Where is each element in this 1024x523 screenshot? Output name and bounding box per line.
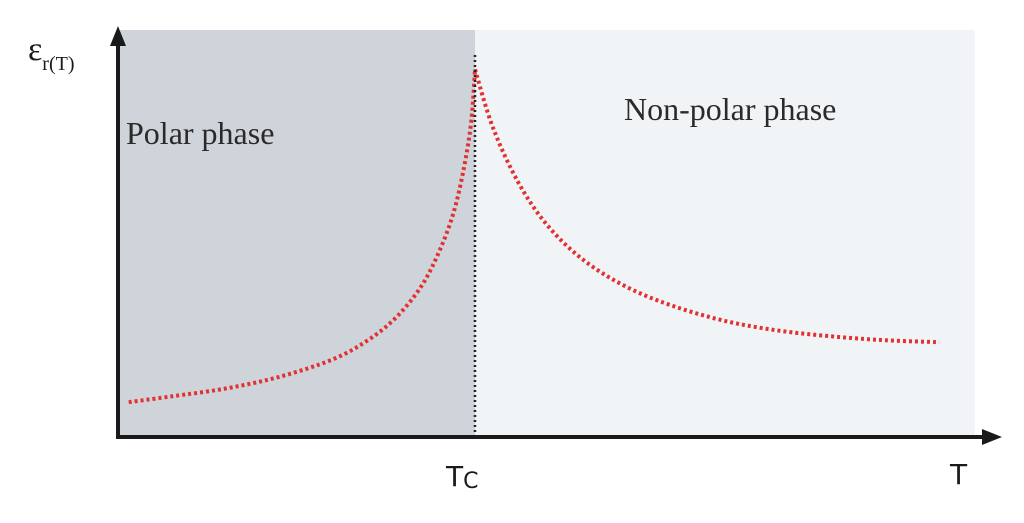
critical-temperature-label: TC	[445, 460, 478, 494]
region-polar	[118, 30, 475, 437]
critical-label-main: T	[445, 460, 464, 493]
y-axis-label: εr(T)	[28, 31, 74, 75]
nonpolar-phase-label: Non-polar phase	[624, 91, 836, 127]
y-axis-arrow	[110, 26, 126, 46]
polar-phase-label: Polar phase	[126, 115, 274, 151]
critical-label-subscript: C	[463, 469, 478, 494]
y-axis-label-symbol: ε	[28, 31, 42, 68]
region-nonpolar	[475, 30, 975, 437]
phase-regions	[118, 30, 975, 437]
x-axis-arrow	[982, 429, 1002, 445]
permittivity-curve-nonpolar	[473, 68, 940, 345]
x-axis-label: T	[949, 458, 968, 491]
permittivity-curve-polar	[128, 69, 477, 405]
permittivity-curves	[128, 68, 940, 405]
y-axis-label-subscript: r(T)	[42, 53, 74, 75]
